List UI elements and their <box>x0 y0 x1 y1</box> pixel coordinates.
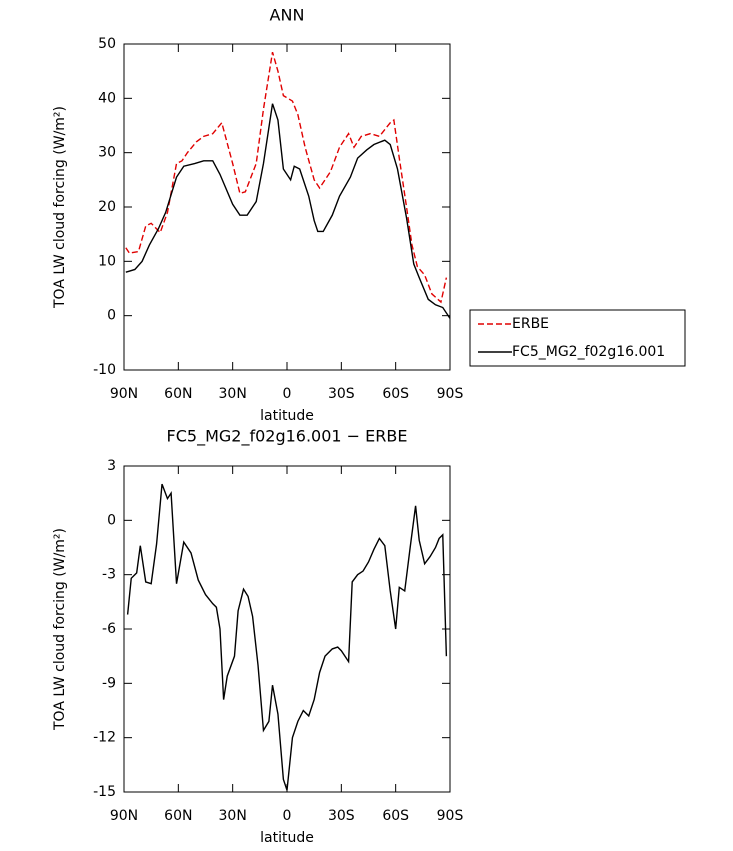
x-axis-label: latitude <box>260 830 314 846</box>
y-tick-label: 30 <box>98 145 116 161</box>
x-tick-label: 60N <box>164 808 192 824</box>
legend-label: FC5_MG2_f02g16.001 <box>512 344 665 360</box>
x-tick-label: 90S <box>437 386 464 402</box>
x-axis-label: latitude <box>260 408 314 424</box>
y-tick-label: 10 <box>98 253 116 269</box>
data-line <box>125 103 451 319</box>
y-tick-label: 0 <box>107 308 116 324</box>
plot-frame <box>123 43 451 371</box>
x-tick-label: 0 <box>283 808 292 824</box>
y-tick-label: 0 <box>107 512 116 528</box>
y-axis-label: TOA LW cloud forcing (W/m²) <box>52 106 68 309</box>
y-tick-label: 20 <box>98 199 116 215</box>
legend-box <box>469 309 686 367</box>
x-tick-label: 30S <box>328 386 355 402</box>
y-tick-label: 50 <box>98 36 116 52</box>
plot-frame <box>123 465 451 793</box>
x-tick-label: 30N <box>219 808 247 824</box>
y-tick-label: 3 <box>107 458 116 474</box>
x-tick-label: 60S <box>382 386 409 402</box>
y-tick-label: 40 <box>98 90 116 106</box>
y-tick-label: -12 <box>93 730 116 746</box>
y-tick-label: -15 <box>93 784 116 800</box>
y-tick-label: -6 <box>102 621 116 637</box>
chart-title: ANN <box>270 6 305 25</box>
y-tick-label: -10 <box>93 362 116 378</box>
legend-label: ERBE <box>512 316 549 332</box>
x-tick-label: 30S <box>328 808 355 824</box>
y-axis-label: TOA LW cloud forcing (W/m²) <box>52 528 68 731</box>
chart-title: FC5_MG2_f02g16.001 − ERBE <box>167 427 408 447</box>
x-tick-label: 30N <box>219 386 247 402</box>
data-line <box>126 483 448 791</box>
y-tick-label: -9 <box>102 675 116 691</box>
x-tick-label: 90S <box>437 808 464 824</box>
x-tick-label: 90N <box>110 808 138 824</box>
x-tick-label: 60N <box>164 386 192 402</box>
x-tick-label: 90N <box>110 386 138 402</box>
x-tick-label: 60S <box>382 808 409 824</box>
x-tick-label: 0 <box>283 386 292 402</box>
y-tick-label: -3 <box>102 567 116 583</box>
